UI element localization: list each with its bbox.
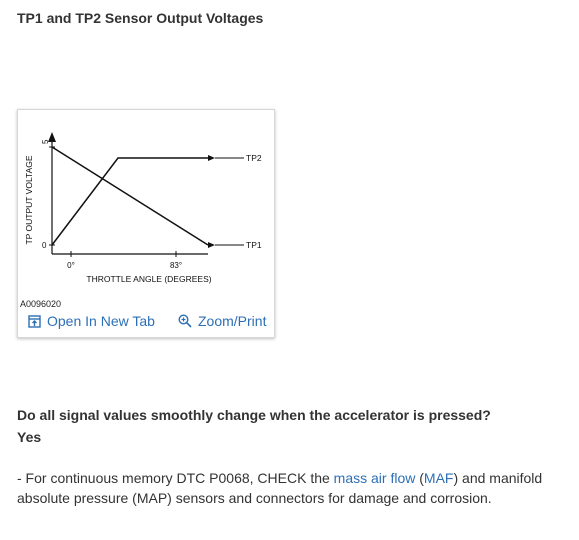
- x-tick-label-low: 0°: [67, 261, 75, 270]
- paragraph-mid: (: [415, 470, 424, 486]
- answer-text: Yes: [17, 429, 42, 445]
- open-in-new-tab-button[interactable]: Open In New Tab: [28, 313, 155, 329]
- series-label-tp2: TP2: [246, 153, 262, 163]
- paragraph-prefix: - For continuous memory DTC P0068, CHECK…: [17, 470, 334, 486]
- zoom-print-button[interactable]: Zoom/Print: [178, 313, 266, 329]
- zoom-print-label: Zoom/Print: [198, 313, 267, 329]
- figure-tp-voltages: 0 5 TP OUTPUT VOLTAGE 0° 83° THROTTLE AN…: [17, 109, 275, 338]
- y-tick-label-high: 5: [41, 139, 50, 144]
- page-title: TP1 and TP2 Sensor Output Voltages: [17, 10, 264, 26]
- series-line-tp2: [51, 157, 208, 246]
- x-tick-label-high: 83°: [170, 261, 182, 270]
- magnifier-plus-icon: [178, 314, 192, 328]
- series-line-tp1: [51, 146, 209, 246]
- instruction-paragraph: - For continuous memory DTC P0068, CHECK…: [17, 468, 547, 508]
- paragraph-suffix: ) and manifold absolute pressure (MAP) s…: [17, 470, 543, 506]
- mass-air-flow-link[interactable]: mass air flow: [333, 470, 416, 486]
- y-axis-arrow: [48, 132, 56, 142]
- maf-link[interactable]: MAF: [423, 470, 454, 486]
- y-tick-label-low: 0: [42, 241, 47, 250]
- open-in-new-tab-icon: [28, 314, 41, 328]
- figure-id: A0096020: [20, 299, 62, 309]
- tp-voltage-chart: 0 5 TP OUTPUT VOLTAGE 0° 83° THROTTLE AN…: [24, 132, 262, 284]
- series-arrow-tp2: [208, 155, 215, 161]
- question-text: Do all signal values smoothly change whe…: [17, 407, 491, 423]
- series-arrow-tp1: [208, 242, 215, 248]
- figure-actions: Open In New Tab Zoom/Print: [28, 313, 270, 333]
- open-in-new-tab-label: Open In New Tab: [47, 313, 155, 329]
- y-axis-label: TP OUTPUT VOLTAGE: [24, 155, 34, 244]
- x-axis-label: THROTTLE ANGLE (DEGREES): [86, 274, 211, 284]
- series-label-tp1: TP1: [246, 240, 262, 250]
